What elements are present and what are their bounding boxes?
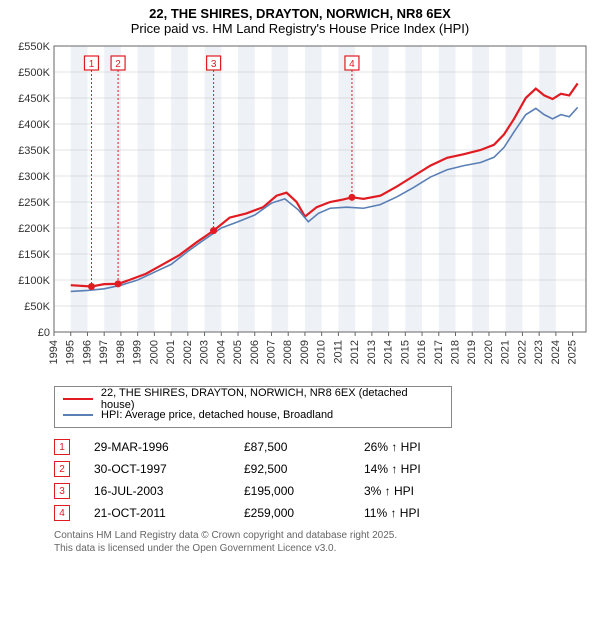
svg-text:£300K: £300K — [18, 171, 50, 183]
svg-text:£500K: £500K — [18, 67, 50, 79]
svg-text:2015: 2015 — [399, 340, 411, 364]
sale-index-box: 2 — [54, 461, 70, 477]
svg-text:2008: 2008 — [282, 340, 294, 364]
svg-text:£250K: £250K — [18, 197, 50, 209]
footer-line-2: This data is licensed under the Open Gov… — [54, 543, 592, 556]
svg-text:£50K: £50K — [24, 301, 50, 313]
svg-text:1: 1 — [89, 59, 95, 70]
footer-line-1: Contains HM Land Registry data © Crown c… — [54, 530, 592, 543]
sale-index-box: 1 — [54, 439, 70, 455]
svg-text:2009: 2009 — [299, 340, 311, 364]
legend-swatch — [63, 414, 93, 416]
svg-text:£100K: £100K — [18, 275, 50, 287]
svg-text:2002: 2002 — [182, 340, 194, 364]
svg-text:2025: 2025 — [567, 340, 579, 364]
sale-price: £87,500 — [244, 440, 364, 454]
svg-text:2000: 2000 — [148, 340, 160, 364]
svg-text:2017: 2017 — [433, 340, 445, 364]
svg-text:2: 2 — [115, 59, 121, 70]
sale-hpi-delta: 14% ↑ HPI — [364, 462, 484, 476]
svg-text:2006: 2006 — [249, 340, 261, 364]
sale-index-box: 4 — [54, 505, 70, 521]
sale-price: £92,500 — [244, 462, 364, 476]
svg-text:1996: 1996 — [81, 340, 93, 364]
legend-label: HPI: Average price, detached house, Broa… — [101, 409, 333, 421]
svg-text:2012: 2012 — [349, 340, 361, 364]
legend-swatch — [63, 398, 93, 400]
svg-text:1998: 1998 — [115, 340, 127, 364]
svg-text:2011: 2011 — [332, 340, 344, 364]
svg-text:3: 3 — [211, 59, 217, 70]
chart-title-block: 22, THE SHIRES, DRAYTON, NORWICH, NR8 6E… — [8, 6, 592, 36]
svg-text:2010: 2010 — [316, 340, 328, 364]
sale-index-box: 3 — [54, 483, 70, 499]
sale-row: 1 29-MAR-1996£87,50026% ↑ HPI — [54, 436, 592, 458]
svg-text:2024: 2024 — [550, 340, 562, 364]
svg-text:2019: 2019 — [466, 340, 478, 364]
title-subtitle: Price paid vs. HM Land Registry's House … — [8, 21, 592, 36]
svg-text:£150K: £150K — [18, 249, 50, 261]
svg-text:2021: 2021 — [500, 340, 512, 364]
svg-text:2013: 2013 — [366, 340, 378, 364]
svg-text:2005: 2005 — [232, 340, 244, 364]
svg-text:2001: 2001 — [165, 340, 177, 364]
svg-text:1999: 1999 — [132, 340, 144, 364]
sale-point-1 — [88, 283, 95, 290]
svg-text:2007: 2007 — [265, 340, 277, 364]
chart-legend: 22, THE SHIRES, DRAYTON, NORWICH, NR8 6E… — [54, 386, 452, 428]
chart-svg: £0 £50K £100K £150K £200K £250K £300K £350K £400… — [8, 40, 592, 380]
svg-text:2018: 2018 — [450, 340, 462, 364]
sale-row: 3 16-JUL-2003£195,0003% ↑ HPI — [54, 480, 592, 502]
svg-text:£400K: £400K — [18, 119, 50, 131]
sale-date: 16-JUL-2003 — [94, 484, 244, 498]
svg-text:1997: 1997 — [98, 340, 110, 364]
sale-row: 2 30-OCT-1997£92,50014% ↑ HPI — [54, 458, 592, 480]
sale-point-3 — [210, 227, 217, 234]
sale-row: 4 21-OCT-2011£259,00011% ↑ HPI — [54, 502, 592, 524]
sale-hpi-delta: 3% ↑ HPI — [364, 484, 484, 498]
svg-text:£450K: £450K — [18, 93, 50, 105]
sale-date: 30-OCT-1997 — [94, 462, 244, 476]
title-address: 22, THE SHIRES, DRAYTON, NORWICH, NR8 6E… — [8, 6, 592, 21]
sale-point-4 — [348, 194, 355, 201]
sales-table: 1 29-MAR-1996£87,50026% ↑ HPI 2 30-OCT-1997… — [54, 436, 592, 524]
sale-price: £195,000 — [244, 484, 364, 498]
sale-date: 21-OCT-2011 — [94, 506, 244, 520]
sale-point-2 — [115, 280, 122, 287]
svg-text:1994: 1994 — [48, 340, 60, 364]
svg-text:£350K: £350K — [18, 145, 50, 157]
svg-text:2004: 2004 — [215, 340, 227, 364]
svg-text:£550K: £550K — [18, 41, 50, 53]
svg-text:2022: 2022 — [516, 340, 528, 364]
svg-text:1995: 1995 — [65, 340, 77, 364]
legend-label: 22, THE SHIRES, DRAYTON, NORWICH, NR8 6E… — [101, 387, 443, 411]
svg-text:£0: £0 — [38, 327, 50, 339]
svg-text:£200K: £200K — [18, 223, 50, 235]
svg-text:2020: 2020 — [483, 340, 495, 364]
legend-item: 22, THE SHIRES, DRAYTON, NORWICH, NR8 6E… — [63, 391, 443, 407]
data-attribution: Contains HM Land Registry data © Crown c… — [54, 530, 592, 555]
sale-hpi-delta: 11% ↑ HPI — [364, 506, 484, 520]
svg-text:4: 4 — [349, 59, 355, 70]
price-chart: £0 £50K £100K £150K £200K £250K £300K £350K £400… — [8, 40, 592, 380]
sale-hpi-delta: 26% ↑ HPI — [364, 440, 484, 454]
sale-date: 29-MAR-1996 — [94, 440, 244, 454]
sale-price: £259,000 — [244, 506, 364, 520]
svg-text:2016: 2016 — [416, 340, 428, 364]
svg-text:2014: 2014 — [383, 340, 395, 364]
svg-text:2003: 2003 — [199, 340, 211, 364]
svg-text:2023: 2023 — [533, 340, 545, 364]
